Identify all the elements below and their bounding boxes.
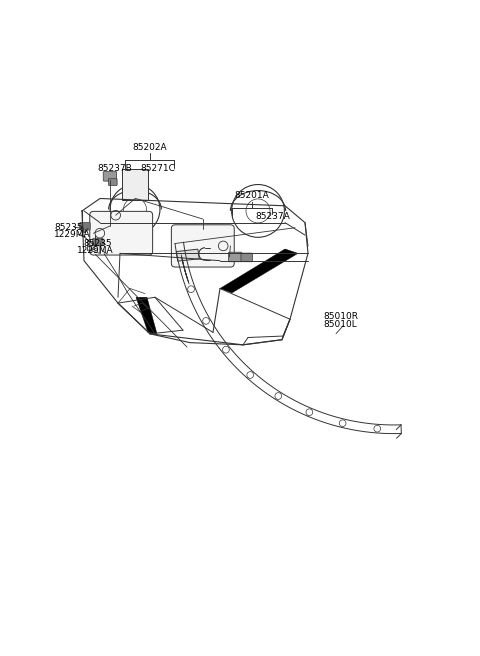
FancyBboxPatch shape bbox=[241, 253, 252, 262]
Text: 85235: 85235 bbox=[84, 239, 112, 247]
Text: 85010R: 85010R bbox=[323, 312, 358, 321]
Polygon shape bbox=[220, 249, 298, 293]
FancyBboxPatch shape bbox=[228, 252, 242, 262]
FancyBboxPatch shape bbox=[103, 171, 117, 181]
FancyBboxPatch shape bbox=[108, 178, 117, 186]
FancyBboxPatch shape bbox=[80, 222, 90, 230]
Text: 85201A: 85201A bbox=[235, 192, 269, 201]
Text: 85237B: 85237B bbox=[97, 163, 132, 173]
Text: 85235: 85235 bbox=[54, 222, 83, 232]
Text: 85271C: 85271C bbox=[140, 163, 175, 173]
Text: 85202A: 85202A bbox=[132, 142, 167, 152]
FancyBboxPatch shape bbox=[93, 238, 103, 246]
FancyBboxPatch shape bbox=[122, 169, 148, 200]
Polygon shape bbox=[176, 249, 199, 261]
Text: 85010L: 85010L bbox=[323, 319, 357, 329]
FancyBboxPatch shape bbox=[171, 225, 234, 267]
FancyBboxPatch shape bbox=[90, 211, 153, 255]
Text: 1229MA: 1229MA bbox=[54, 230, 91, 239]
Polygon shape bbox=[136, 297, 157, 334]
Text: 85237A: 85237A bbox=[256, 212, 290, 221]
Text: 1229MA: 1229MA bbox=[77, 246, 113, 255]
